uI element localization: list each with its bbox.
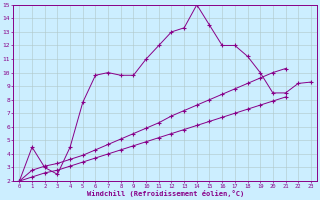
- X-axis label: Windchill (Refroidissement éolien,°C): Windchill (Refroidissement éolien,°C): [86, 190, 244, 197]
